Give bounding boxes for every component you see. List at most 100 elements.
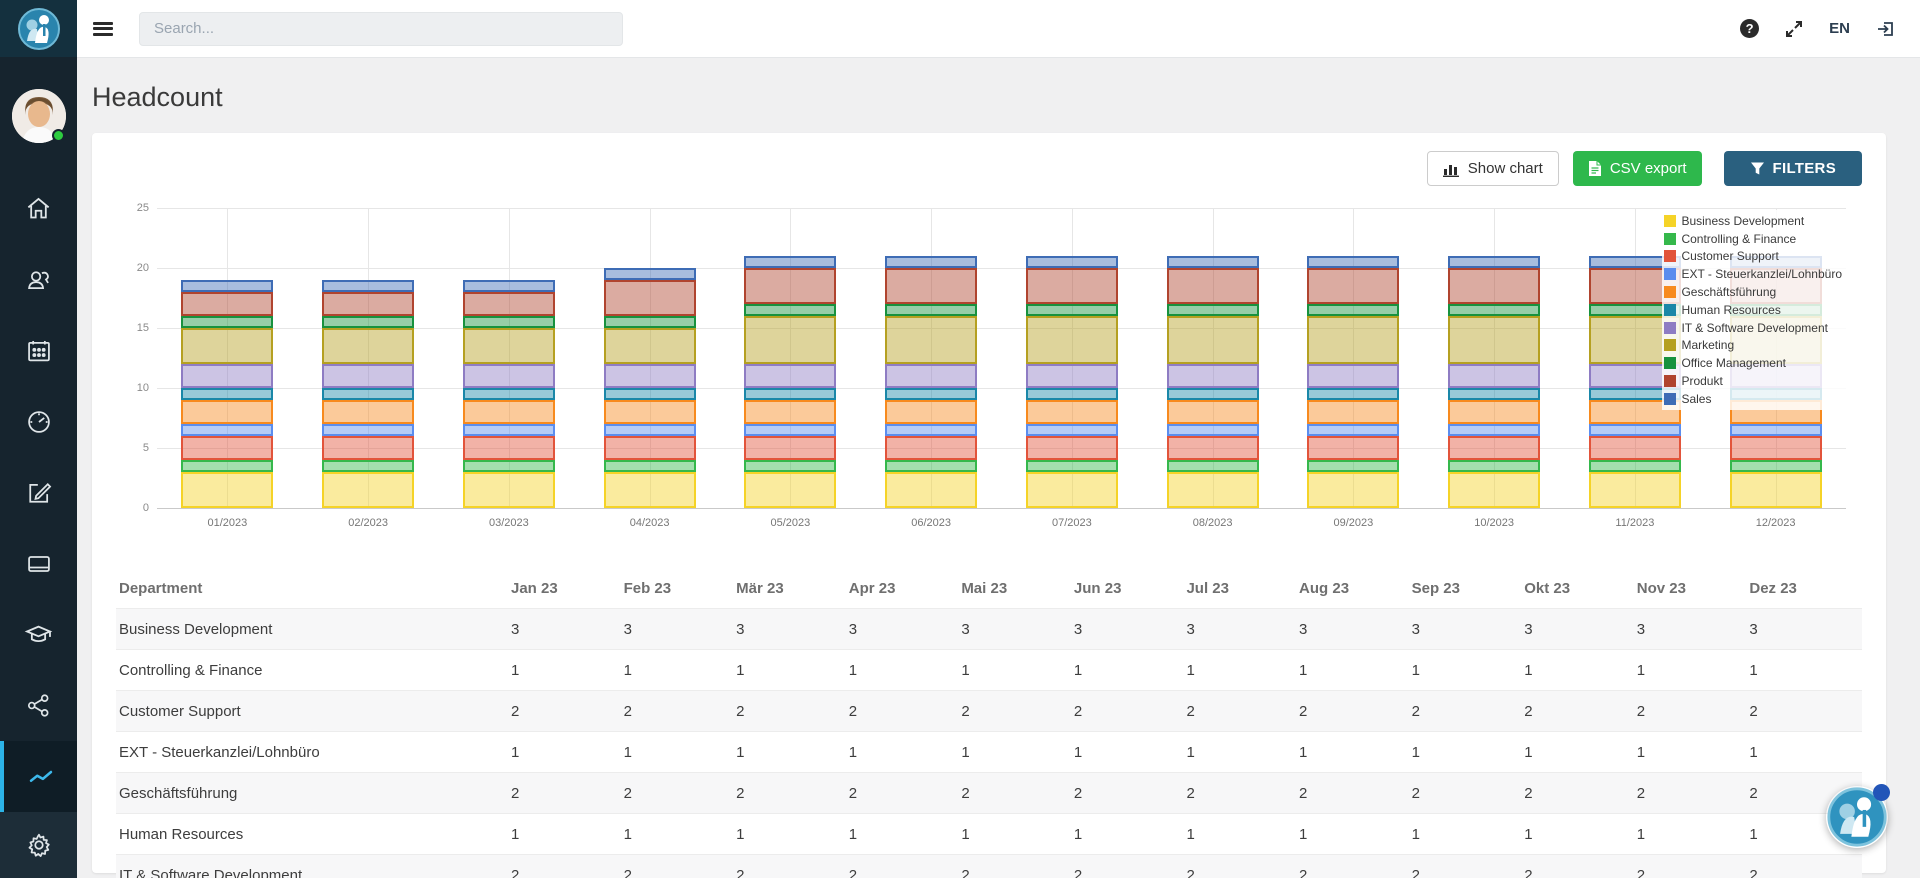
bar-segment[interactable] [885,460,978,472]
bar-segment[interactable] [744,460,837,472]
bar-segment[interactable] [462,460,555,472]
bar-segment[interactable] [744,388,837,400]
legend-item[interactable]: Business Development [1664,212,1842,230]
bar-segment[interactable] [1025,364,1118,388]
bar-segment[interactable] [1307,424,1400,436]
sidebar-item-home[interactable] [0,173,77,244]
bar-segment[interactable] [322,316,415,328]
filters-button[interactable]: FILTERS [1723,151,1862,186]
bar-segment[interactable] [1025,304,1118,316]
bar-segment[interactable] [1729,436,1822,460]
sidebar-item-performance[interactable] [0,386,77,457]
bar-segment[interactable] [1307,268,1400,304]
bar-segment[interactable] [603,400,696,424]
bar-segment[interactable] [885,424,978,436]
bar-segment[interactable] [885,400,978,424]
bar-segment[interactable] [744,304,837,316]
bar-segment[interactable] [603,364,696,388]
bar-segment[interactable] [1729,424,1822,436]
bar-segment[interactable] [322,400,415,424]
csv-export-button[interactable]: CSV export [1572,151,1702,186]
legend-item[interactable]: EXT - Steuerkanzlei/Lohnbüro [1664,265,1842,283]
bar-segment[interactable] [603,436,696,460]
bar-segment[interactable] [744,316,837,364]
bar-segment[interactable] [1307,436,1400,460]
bar-segment[interactable] [1166,436,1259,460]
bar-segment[interactable] [1448,256,1541,268]
bar-segment[interactable] [322,292,415,316]
bar-segment[interactable] [1307,364,1400,388]
bar-segment[interactable] [603,388,696,400]
show-chart-button[interactable]: Show chart [1426,151,1559,186]
bar-segment[interactable] [181,460,274,472]
legend-item[interactable]: Marketing [1664,337,1842,355]
bar-segment[interactable] [744,364,837,388]
bar-segment[interactable] [1307,400,1400,424]
bar-segment[interactable] [744,472,837,508]
bar-segment[interactable] [1166,268,1259,304]
legend-item[interactable]: Produkt [1664,372,1842,390]
language-selector[interactable]: EN [1829,20,1850,37]
bar-segment[interactable] [885,388,978,400]
bar-segment[interactable] [1025,388,1118,400]
bar-segment[interactable] [744,400,837,424]
bar-segment[interactable] [744,424,837,436]
bar-segment[interactable] [885,316,978,364]
bar-segment[interactable] [885,256,978,268]
bar-segment[interactable] [462,328,555,364]
bar-segment[interactable] [603,280,696,316]
bar-segment[interactable] [462,472,555,508]
bar-segment[interactable] [1448,424,1541,436]
bar-segment[interactable] [1307,460,1400,472]
sidebar-item-employees[interactable] [0,244,77,315]
bar-segment[interactable] [1025,436,1118,460]
bar-segment[interactable] [1448,304,1541,316]
app-logo[interactable] [0,0,77,57]
bar-segment[interactable] [181,472,274,508]
bar-segment[interactable] [181,364,274,388]
bar-segment[interactable] [1166,364,1259,388]
bar-segment[interactable] [1448,364,1541,388]
bar-segment[interactable] [603,328,696,364]
bar-segment[interactable] [603,472,696,508]
bar-segment[interactable] [462,280,555,292]
sidebar-item-reports[interactable] [0,741,77,812]
bar-segment[interactable] [1729,472,1822,508]
bar-segment[interactable] [1448,436,1541,460]
legend-item[interactable]: Sales [1664,390,1842,408]
bar-segment[interactable] [1166,400,1259,424]
bar-segment[interactable] [1307,316,1400,364]
bar-segment[interactable] [1025,472,1118,508]
bar-segment[interactable] [1166,304,1259,316]
bar-segment[interactable] [885,436,978,460]
bar-segment[interactable] [1448,316,1541,364]
fullscreen-button[interactable] [1785,20,1803,38]
bar-segment[interactable] [181,328,274,364]
bar-segment[interactable] [322,460,415,472]
sidebar-item-org[interactable] [0,670,77,741]
bar-segment[interactable] [1448,388,1541,400]
bar-segment[interactable] [1588,472,1681,508]
bar-segment[interactable] [322,280,415,292]
bar-segment[interactable] [885,472,978,508]
bar-segment[interactable] [1166,460,1259,472]
menu-toggle-button[interactable] [93,21,113,36]
bar-segment[interactable] [181,316,274,328]
bar-segment[interactable] [1025,256,1118,268]
bar-segment[interactable] [1448,472,1541,508]
bar-segment[interactable] [181,424,274,436]
sidebar-item-calendar[interactable] [0,315,77,386]
legend-item[interactable]: IT & Software Development [1664,319,1842,337]
legend-item[interactable]: Human Resources [1664,301,1842,319]
bar-segment[interactable] [462,292,555,316]
bar-segment[interactable] [322,436,415,460]
bar-segment[interactable] [1025,400,1118,424]
bar-segment[interactable] [1166,472,1259,508]
bar-segment[interactable] [181,292,274,316]
bar-segment[interactable] [322,388,415,400]
bar-segment[interactable] [885,268,978,304]
bar-segment[interactable] [1307,304,1400,316]
logout-button[interactable] [1876,19,1896,39]
legend-item[interactable]: Customer Support [1664,248,1842,266]
bar-segment[interactable] [1166,316,1259,364]
